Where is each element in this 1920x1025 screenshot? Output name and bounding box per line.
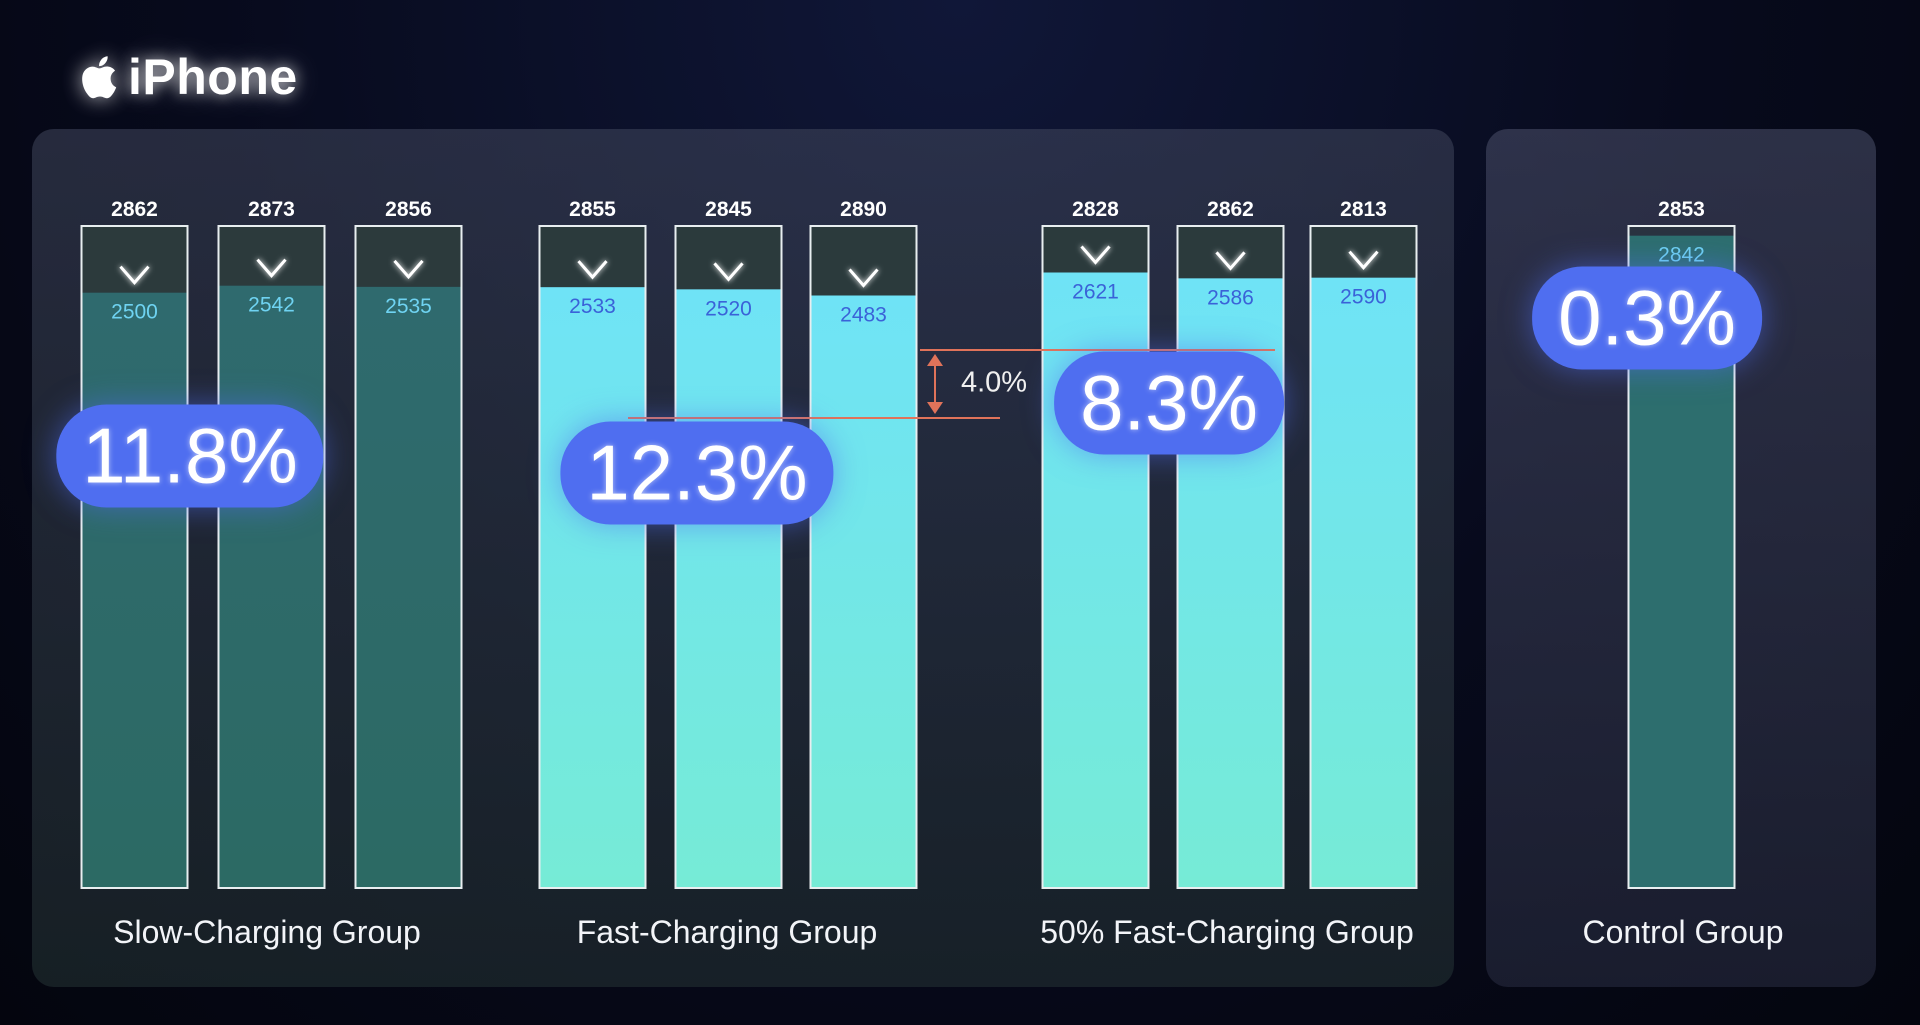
bar-outline [809, 225, 918, 889]
bar-initial-label: 2813 [1340, 198, 1387, 221]
group-label-slow: Slow-Charging Group [113, 914, 421, 950]
bar-initial-label: 2855 [569, 198, 616, 221]
bar-initial-label: 2828 [1072, 198, 1119, 221]
bar-final-label: 2621 [1072, 281, 1119, 304]
annotation-up-triangle-icon [927, 354, 943, 366]
bar-outline [1309, 225, 1418, 889]
down-arrow-head-icon [1080, 245, 1111, 265]
bar-final-label: 2842 [1658, 244, 1705, 267]
bar-final-label: 2542 [248, 294, 295, 317]
bar-outline [354, 225, 463, 889]
group-label-control: Control Group [1582, 914, 1784, 950]
bar-final-label: 2483 [840, 304, 887, 327]
drop-badge-control: 0.3% [1532, 266, 1762, 370]
bar-initial-label: 2862 [1207, 198, 1254, 221]
bar-final-label: 2520 [705, 297, 752, 320]
bar-remaining-fill [1310, 277, 1417, 889]
bar-initial-label: 2853 [1658, 198, 1705, 221]
bar-remaining-fill [810, 295, 917, 888]
bar-outline [538, 225, 647, 889]
down-arrow-head-icon [256, 258, 287, 278]
bar-outline [1627, 225, 1736, 889]
bar-outline [1176, 225, 1285, 889]
bar-initial-label: 2862 [111, 198, 158, 221]
down-arrow-head-icon [848, 268, 879, 288]
bar-initial-label: 2845 [705, 198, 752, 221]
bar-remaining-fill [218, 285, 325, 889]
bar-final-label: 2586 [1207, 286, 1254, 309]
bar-initial-label: 2890 [840, 198, 887, 221]
annotation-down-triangle-icon [927, 402, 943, 414]
drop-badge-half-fast: 8.3% [1054, 351, 1284, 455]
bar-outline [674, 225, 783, 889]
bar-final-label: 2500 [111, 301, 158, 324]
bar-remaining-fill [355, 286, 462, 888]
bar-remaining-fill [675, 289, 782, 888]
apple-logo-icon [82, 56, 117, 99]
bar-final-label: 2533 [569, 295, 616, 318]
down-arrow-head-icon [577, 260, 608, 280]
chart-title: iPhone [76, 48, 298, 106]
brand-title: iPhone [128, 49, 298, 105]
group-label-half-fast: 50% Fast-Charging Group [1040, 914, 1414, 950]
bar-initial-label: 2873 [248, 198, 295, 221]
annotation-gap-label: 4.0% [960, 366, 1028, 399]
down-arrow-head-icon [393, 259, 424, 280]
down-arrow-head-icon [713, 262, 744, 282]
down-arrow-head-icon [1215, 251, 1246, 271]
down-arrow-head-icon [1348, 250, 1379, 270]
bar-outline [1041, 225, 1150, 889]
drop-badge-fast: 12.3% [560, 421, 834, 525]
bar-final-label: 2590 [1340, 286, 1387, 309]
bar-outline [217, 225, 326, 889]
bar-remaining-fill [81, 292, 188, 889]
down-arrow-head-icon [119, 265, 150, 285]
group-label-fast: Fast-Charging Group [576, 914, 878, 950]
bar-remaining-fill [539, 287, 646, 889]
drop-badge-slow: 11.8% [56, 404, 324, 508]
bar-lost-region [1628, 226, 1735, 236]
bar-final-label: 2535 [385, 295, 432, 318]
bar-initial-label: 2856 [385, 198, 432, 221]
bar-outline [80, 225, 189, 889]
